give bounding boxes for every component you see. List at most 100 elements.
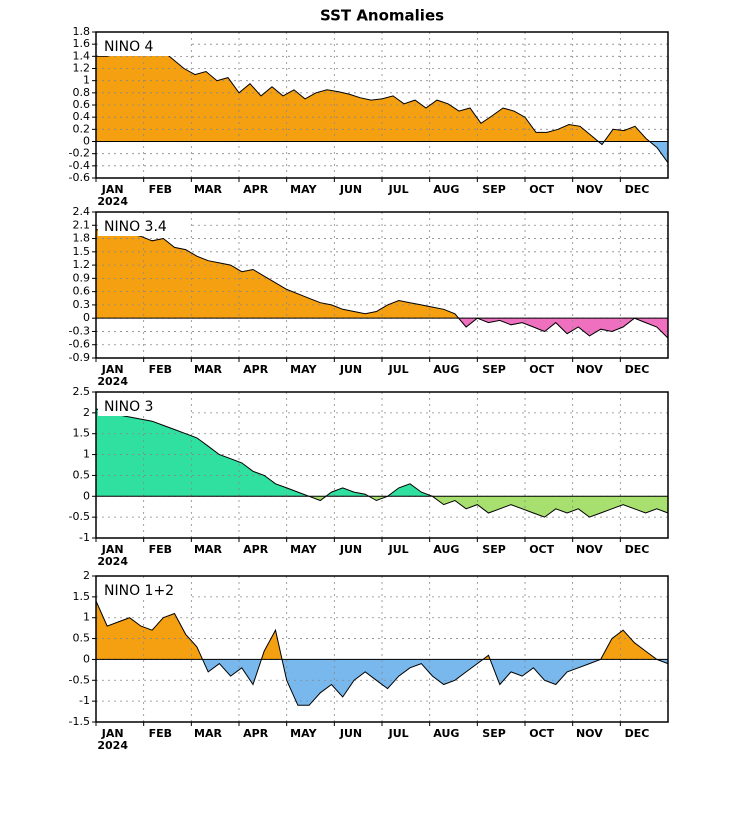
- y-tick-label: 0.6: [73, 98, 91, 111]
- y-tick-label: 0.6: [73, 285, 91, 298]
- y-tick-label: 1.5: [73, 427, 91, 440]
- x-tick-label: APR: [243, 183, 269, 196]
- y-tick-label: -0.4: [69, 159, 90, 172]
- x-tick-label: JUL: [388, 363, 409, 376]
- x-tick-label: MAY: [290, 183, 317, 196]
- y-tick-label: 0: [83, 311, 90, 324]
- anomaly-line: [95, 408, 669, 518]
- x-tick-label: JUL: [388, 727, 409, 740]
- region-label: NINO 3.4: [104, 219, 167, 235]
- positive-area: [96, 408, 433, 497]
- y-tick-label: 1: [83, 611, 90, 624]
- negative-area: [96, 318, 668, 339]
- anomaly-line: [95, 600, 669, 706]
- x-tick-label: JAN: [101, 727, 124, 740]
- x-tick-label: OCT: [529, 543, 554, 556]
- y-tick-label: 1.8: [73, 25, 91, 38]
- x-tick-label: AUG: [433, 727, 459, 740]
- y-tick-label: 2: [83, 569, 90, 582]
- x-tick-label: SEP: [482, 543, 506, 556]
- y-tick-label: 0.5: [73, 468, 91, 481]
- y-tick-label: 0.2: [73, 122, 91, 135]
- x-tick-label: DEC: [625, 727, 650, 740]
- x-tick-label: JAN: [101, 363, 124, 376]
- y-tick-label: 2.4: [73, 205, 91, 218]
- y-tick-label: 0: [83, 135, 90, 148]
- year-label: 2024: [97, 195, 128, 208]
- y-tick-label: 1.5: [73, 245, 91, 258]
- anomaly-line: [96, 43, 669, 164]
- y-tick-label: -0.3: [69, 324, 90, 337]
- region-label: NINO 1+2: [104, 583, 174, 599]
- region-label-box: [98, 580, 188, 600]
- y-tick-label: 1.8: [73, 232, 91, 245]
- x-tick-label: JUN: [339, 183, 362, 196]
- region-label: NINO 4: [104, 39, 154, 55]
- x-tick-label: NOV: [576, 727, 603, 740]
- y-tick-label: 0.5: [73, 632, 91, 645]
- x-tick-label: OCT: [529, 363, 554, 376]
- x-tick-label: AUG: [433, 543, 459, 556]
- x-tick-label: SEP: [482, 363, 506, 376]
- x-tick-label: MAR: [194, 727, 222, 740]
- year-label: 2024: [97, 375, 128, 388]
- y-tick-label: 1: [83, 448, 90, 461]
- x-tick-label: MAR: [194, 183, 222, 196]
- x-tick-label: APR: [243, 543, 269, 556]
- x-tick-label: MAY: [290, 363, 317, 376]
- x-tick-label: APR: [243, 727, 269, 740]
- x-tick-label: MAR: [194, 363, 222, 376]
- y-tick-label: -0.5: [69, 510, 90, 523]
- x-tick-label: MAR: [194, 543, 222, 556]
- y-tick-label: 0.4: [73, 110, 91, 123]
- x-tick-label: AUG: [433, 183, 459, 196]
- y-tick-label: 0.3: [73, 298, 91, 311]
- y-tick-label: 1.4: [73, 49, 91, 62]
- x-tick-label: NOV: [576, 543, 603, 556]
- y-tick-label: -0.5: [69, 673, 90, 686]
- year-label: 2024: [97, 555, 128, 568]
- x-tick-label: JAN: [101, 543, 124, 556]
- chart-title: SST Anomalies: [320, 7, 444, 25]
- x-tick-label: AUG: [433, 363, 459, 376]
- positive-area: [96, 601, 657, 660]
- region-label-box: [98, 216, 188, 236]
- anomaly-line: [96, 229, 669, 339]
- x-tick-label: OCT: [529, 727, 554, 740]
- x-tick-label: FEB: [149, 183, 172, 196]
- x-tick-label: JUL: [388, 183, 409, 196]
- y-tick-label: 1.6: [73, 37, 91, 50]
- region-label: NINO 3: [104, 399, 153, 415]
- x-tick-label: APR: [243, 363, 269, 376]
- y-tick-label: -1: [79, 531, 90, 544]
- x-tick-label: DEC: [625, 183, 650, 196]
- y-tick-label: 2.5: [73, 385, 91, 398]
- y-tick-label: 0.9: [73, 271, 91, 284]
- x-tick-label: NOV: [576, 183, 603, 196]
- x-tick-label: MAY: [290, 543, 317, 556]
- region-label-box: [98, 36, 188, 56]
- x-tick-label: DEC: [625, 363, 650, 376]
- y-tick-label: 0: [83, 652, 90, 665]
- year-label: 2024: [97, 739, 128, 752]
- x-tick-label: JUL: [388, 543, 409, 556]
- x-tick-label: FEB: [149, 363, 172, 376]
- x-tick-label: FEB: [149, 543, 172, 556]
- x-tick-label: JUN: [339, 363, 362, 376]
- x-tick-label: OCT: [529, 183, 554, 196]
- x-tick-label: JAN: [101, 183, 124, 196]
- x-tick-label: JUN: [339, 543, 362, 556]
- y-tick-label: -0.6: [69, 171, 90, 184]
- y-tick-label: 2.1: [73, 218, 91, 231]
- y-tick-label: 1.2: [73, 258, 91, 271]
- x-tick-label: JUN: [339, 727, 362, 740]
- y-tick-label: -0.2: [69, 147, 90, 160]
- y-tick-label: -1.5: [69, 715, 90, 728]
- x-tick-label: NOV: [576, 363, 603, 376]
- x-tick-label: MAY: [290, 727, 317, 740]
- y-tick-label: 2: [83, 406, 90, 419]
- y-tick-label: -1: [79, 694, 90, 707]
- y-tick-label: -0.6: [69, 338, 90, 351]
- y-tick-label: 1.5: [73, 590, 91, 603]
- x-tick-label: SEP: [482, 727, 506, 740]
